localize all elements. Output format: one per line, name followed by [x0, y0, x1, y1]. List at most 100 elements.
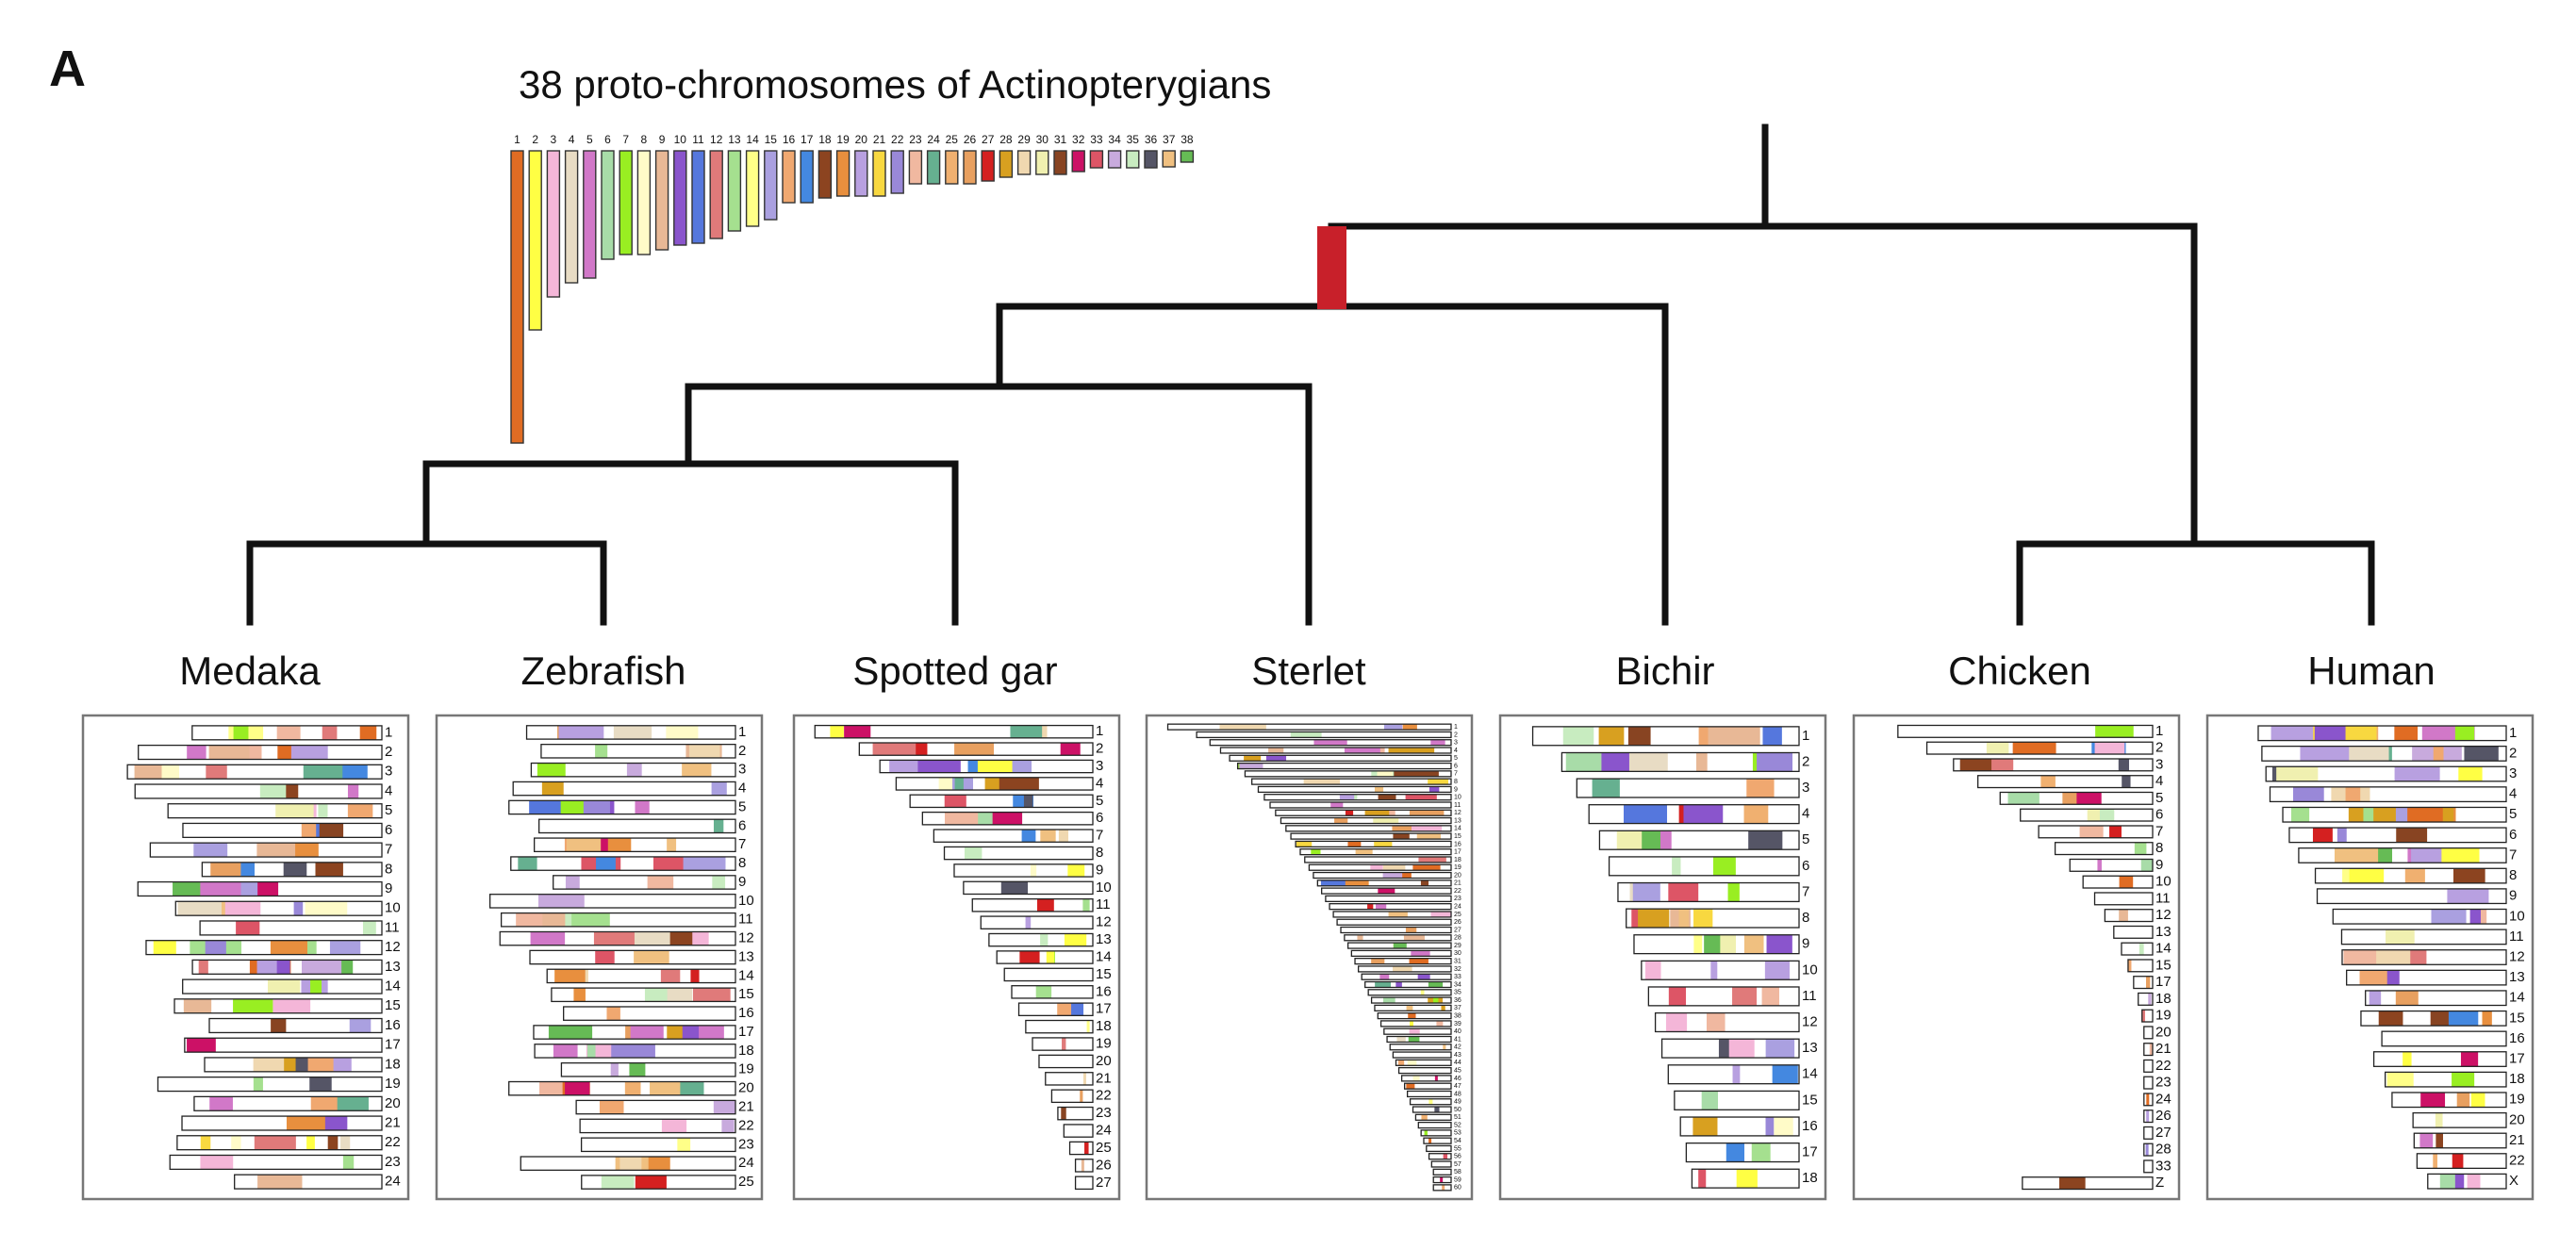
chromosome-bar: [2314, 867, 2507, 884]
chromosome-label: 7: [2155, 823, 2163, 839]
synteny-block: [306, 1135, 315, 1150]
chromosome-label: 3: [738, 762, 746, 778]
chromosome-bar: [1025, 1019, 1094, 1034]
synteny-block: [2345, 786, 2361, 802]
synteny-block: [1668, 986, 1687, 1006]
synteny-block: [2411, 847, 2434, 863]
synteny-block: [1025, 916, 1032, 929]
proto-chromosome-label: 38: [1181, 133, 1194, 146]
chromosome-bar: [2143, 1076, 2154, 1090]
chromosome-label: 20: [1454, 872, 1461, 879]
chromosome-bar: [1011, 985, 1094, 999]
synteny-block: [2452, 868, 2485, 883]
chromosome-bar: [2288, 827, 2507, 844]
synteny-block: [1313, 739, 1347, 746]
chromosome-label: 18: [1096, 1018, 1112, 1034]
chromosome-label: 16: [1802, 1118, 1818, 1134]
proto-chromosome-label: 23: [909, 133, 922, 146]
synteny-block: [1394, 770, 1439, 777]
synteny-block: [1244, 755, 1262, 762]
proto-chromosome-bar: [1126, 150, 1140, 169]
synteny-block: [1693, 934, 1703, 954]
proto-chromosome-bar: [673, 150, 687, 246]
chromosome-bar: [2104, 909, 2154, 923]
synteny-block: [586, 1044, 596, 1059]
synteny-block: [2482, 1011, 2492, 1027]
chromosome-bar: [1897, 724, 2154, 738]
synteny-block: [2094, 742, 2125, 755]
synteny-block: [2376, 949, 2411, 965]
proto-chromosome-bar: [782, 150, 796, 204]
synteny-block: [1434, 1075, 1438, 1081]
chromosome-bar: [182, 978, 383, 995]
synteny-block: [1373, 817, 1399, 824]
chromosome-label: 41: [1454, 1036, 1461, 1043]
chromosome-bar: [1420, 1129, 1452, 1137]
proto-chromosome-bar: [636, 150, 652, 255]
synteny-block: [1761, 986, 1780, 1006]
chromosome-label: 20: [738, 1080, 754, 1096]
synteny-block: [1082, 1072, 1086, 1085]
chromosome-label: 18: [385, 1056, 401, 1072]
synteny-block: [2076, 792, 2102, 805]
chromosome-label: 21: [1096, 1070, 1112, 1086]
synteny-block: [1632, 882, 1660, 902]
proto-chromosome-label: 9: [659, 133, 666, 146]
proto-chromosome-label: 4: [569, 133, 575, 146]
proto-chromosome-label: 31: [1054, 133, 1067, 146]
synteny-block: [1343, 880, 1369, 886]
chromosome-bar: [1430, 1160, 1452, 1168]
synteny-block: [1428, 786, 1440, 793]
chromosome-label: 8: [2155, 840, 2163, 856]
synteny-block: [1991, 758, 2014, 771]
chromosome-bar: [1038, 1054, 1094, 1069]
synteny-block: [945, 812, 979, 825]
chromosome-label: 51: [1454, 1114, 1461, 1121]
synteny-block: [1374, 841, 1393, 847]
synteny-block: [1405, 927, 1417, 933]
chromosome-label: 37: [1454, 1005, 1461, 1011]
synteny-block: [699, 1025, 724, 1040]
chromosome-label: 2: [1454, 732, 1458, 738]
chromosome-label: 5: [1454, 755, 1458, 762]
chromosome-label: 6: [385, 822, 392, 838]
chromosome-bar: [2381, 1030, 2507, 1047]
chromosome-label: 7: [738, 836, 746, 852]
chromosome-bar: [2257, 725, 2507, 742]
synteny-block: [1395, 981, 1402, 988]
chromosome-label: 13: [2155, 924, 2171, 940]
synteny-block: [1986, 742, 2009, 755]
synteny-block: [1762, 726, 1782, 746]
synteny-block: [310, 979, 322, 995]
chromosome-label: 35: [1454, 990, 1461, 996]
chromosome-bar: [2141, 1009, 2154, 1023]
synteny-block: [231, 1135, 241, 1150]
chromosome-label: 6: [1802, 858, 1809, 874]
chromosome-bar: [988, 932, 1094, 947]
chromosome-bar: [182, 822, 383, 839]
chromosome-label: 12: [1802, 1013, 1818, 1029]
synteny-block: [844, 725, 871, 738]
chromosome-bar: [879, 759, 1094, 774]
chromosome-label: 4: [738, 781, 746, 797]
chromosome-label: 50: [1454, 1107, 1461, 1113]
chromosome-bar: [145, 940, 383, 956]
synteny-block: [2058, 1176, 2086, 1190]
synteny-block: [601, 1175, 635, 1190]
chromosome-bar: [1426, 1144, 1452, 1153]
synteny-block: [340, 1135, 351, 1150]
synteny-block: [224, 901, 261, 916]
chromosome-label: 10: [1454, 795, 1461, 801]
synteny-block: [2447, 888, 2489, 904]
chromosome-label: 10: [1802, 962, 1818, 978]
chromosome-label: 18: [1454, 857, 1461, 863]
chromosome-label: 59: [1454, 1176, 1461, 1183]
chromosome-bar: [1374, 1004, 1452, 1011]
chromosome-bar: [2341, 949, 2507, 965]
chromosome-label: 22: [1096, 1088, 1112, 1104]
species-label: Zebrafish: [520, 649, 686, 693]
synteny-block: [2134, 842, 2147, 855]
chromosome-bar: [169, 1154, 383, 1171]
chromosome-label: 13: [1802, 1040, 1818, 1056]
chromosome-label: 17: [2155, 974, 2171, 990]
